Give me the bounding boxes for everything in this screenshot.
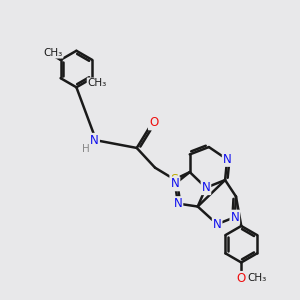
- Text: N: N: [171, 177, 179, 190]
- Text: O: O: [237, 272, 246, 285]
- Text: N: N: [90, 134, 99, 147]
- Text: N: N: [174, 197, 182, 210]
- Text: O: O: [149, 116, 158, 129]
- Text: N: N: [230, 211, 239, 224]
- Text: N: N: [202, 181, 210, 194]
- Text: H: H: [82, 143, 90, 154]
- Text: CH₃: CH₃: [88, 78, 107, 88]
- Text: N: N: [213, 218, 221, 231]
- Text: CH₃: CH₃: [43, 48, 63, 58]
- Text: N: N: [223, 153, 232, 166]
- Text: CH₃: CH₃: [247, 273, 266, 284]
- Text: S: S: [170, 173, 178, 186]
